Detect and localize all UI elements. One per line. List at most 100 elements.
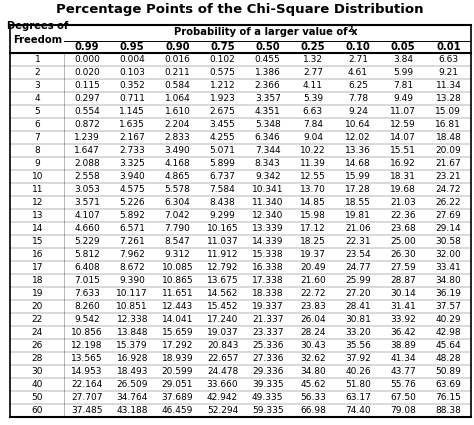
Text: 11.037: 11.037 xyxy=(207,237,238,246)
Text: 12.55: 12.55 xyxy=(300,172,326,181)
Text: 33.41: 33.41 xyxy=(436,263,461,272)
Text: 13.36: 13.36 xyxy=(345,146,371,155)
Text: 29.051: 29.051 xyxy=(162,380,193,389)
Text: 22.36: 22.36 xyxy=(391,211,416,220)
Text: 45.62: 45.62 xyxy=(300,380,326,389)
Text: 13.675: 13.675 xyxy=(207,276,238,285)
Text: 5.812: 5.812 xyxy=(74,250,100,259)
Text: 6.408: 6.408 xyxy=(74,263,100,272)
Text: 9.24: 9.24 xyxy=(348,107,368,116)
Text: 0.05: 0.05 xyxy=(391,42,416,52)
Text: 11.39: 11.39 xyxy=(300,159,326,168)
Text: 12: 12 xyxy=(32,198,43,207)
Text: 25.99: 25.99 xyxy=(345,276,371,285)
Text: 34.80: 34.80 xyxy=(300,367,326,376)
Text: 4.351: 4.351 xyxy=(255,107,281,116)
Text: 4.575: 4.575 xyxy=(119,185,145,194)
Text: 8.547: 8.547 xyxy=(164,237,190,246)
Text: 0.004: 0.004 xyxy=(119,55,145,64)
Text: 27.59: 27.59 xyxy=(391,263,416,272)
Text: 8.260: 8.260 xyxy=(74,302,100,311)
Text: 3.053: 3.053 xyxy=(74,185,100,194)
Text: 18: 18 xyxy=(32,276,43,285)
Text: 8.343: 8.343 xyxy=(255,159,281,168)
Text: 0.115: 0.115 xyxy=(74,81,100,90)
Text: 19.37: 19.37 xyxy=(300,250,326,259)
Text: 24.77: 24.77 xyxy=(345,263,371,272)
Text: 4: 4 xyxy=(35,94,40,103)
Text: 16: 16 xyxy=(32,250,43,259)
Text: 42.942: 42.942 xyxy=(207,393,238,402)
Text: 37.485: 37.485 xyxy=(71,406,103,415)
Text: 50: 50 xyxy=(32,393,43,402)
Text: 6.63: 6.63 xyxy=(303,107,323,116)
Text: 0.352: 0.352 xyxy=(119,81,145,90)
Text: 0.103: 0.103 xyxy=(119,68,145,77)
Text: 12.02: 12.02 xyxy=(345,133,371,142)
Text: 13.848: 13.848 xyxy=(117,328,148,337)
Text: 10.22: 10.22 xyxy=(300,146,326,155)
Text: 2.71: 2.71 xyxy=(348,55,368,64)
Text: 41.34: 41.34 xyxy=(391,354,416,363)
Text: 52.294: 52.294 xyxy=(207,406,238,415)
Text: 43.77: 43.77 xyxy=(391,367,416,376)
Text: 1.145: 1.145 xyxy=(119,107,145,116)
Text: 63.69: 63.69 xyxy=(436,380,461,389)
Text: 14.041: 14.041 xyxy=(162,315,193,324)
Text: 40: 40 xyxy=(32,380,43,389)
Text: 12.198: 12.198 xyxy=(71,341,103,350)
Text: 14.339: 14.339 xyxy=(252,237,283,246)
Text: 0.95: 0.95 xyxy=(120,42,145,52)
Text: 17.12: 17.12 xyxy=(300,224,326,233)
Text: 11.07: 11.07 xyxy=(390,107,416,116)
Text: 4.11: 4.11 xyxy=(303,81,323,90)
Text: 7.84: 7.84 xyxy=(303,120,323,129)
Text: 10.165: 10.165 xyxy=(207,224,238,233)
Text: 11.34: 11.34 xyxy=(436,81,461,90)
Text: 5.229: 5.229 xyxy=(74,237,100,246)
Text: 17.240: 17.240 xyxy=(207,315,238,324)
Text: 7.962: 7.962 xyxy=(119,250,145,259)
Text: 0.872: 0.872 xyxy=(74,120,100,129)
Text: 40.29: 40.29 xyxy=(436,315,461,324)
Text: 30.14: 30.14 xyxy=(391,289,416,298)
Text: 34.80: 34.80 xyxy=(436,276,461,285)
Text: 27.69: 27.69 xyxy=(436,211,461,220)
Text: 21.06: 21.06 xyxy=(345,224,371,233)
Text: 27.336: 27.336 xyxy=(252,354,283,363)
Text: 30: 30 xyxy=(32,367,43,376)
Text: 25.336: 25.336 xyxy=(252,341,283,350)
Text: 0.25: 0.25 xyxy=(301,42,325,52)
Text: 37.92: 37.92 xyxy=(345,354,371,363)
Text: 23.21: 23.21 xyxy=(436,172,461,181)
Text: 1.610: 1.610 xyxy=(164,107,191,116)
Text: 33.20: 33.20 xyxy=(345,328,371,337)
Text: 5: 5 xyxy=(35,107,40,116)
Text: 3.325: 3.325 xyxy=(119,159,145,168)
Text: 10.865: 10.865 xyxy=(162,276,193,285)
Text: 8.438: 8.438 xyxy=(210,198,236,207)
Text: 20.843: 20.843 xyxy=(207,341,238,350)
Text: 20.09: 20.09 xyxy=(436,146,461,155)
Text: 74.40: 74.40 xyxy=(345,406,371,415)
Text: 1.239: 1.239 xyxy=(74,133,100,142)
Text: 19.81: 19.81 xyxy=(345,211,371,220)
Text: 42.98: 42.98 xyxy=(436,328,461,337)
Text: 15.51: 15.51 xyxy=(390,146,416,155)
Text: 16.92: 16.92 xyxy=(391,159,416,168)
Text: 0.99: 0.99 xyxy=(75,42,100,52)
Text: 0.711: 0.711 xyxy=(119,94,145,103)
Text: 21.03: 21.03 xyxy=(391,198,416,207)
Text: 4.865: 4.865 xyxy=(164,172,190,181)
Text: 50.89: 50.89 xyxy=(436,367,461,376)
Text: 0.000: 0.000 xyxy=(74,55,100,64)
Text: 18.939: 18.939 xyxy=(162,354,193,363)
Text: 13.28: 13.28 xyxy=(436,94,461,103)
Text: 5.348: 5.348 xyxy=(255,120,281,129)
Text: 9.542: 9.542 xyxy=(74,315,100,324)
Text: 9.299: 9.299 xyxy=(210,211,236,220)
Text: 66.98: 66.98 xyxy=(300,406,326,415)
Text: 11.912: 11.912 xyxy=(207,250,238,259)
Text: 5.071: 5.071 xyxy=(210,146,236,155)
Text: 11.340: 11.340 xyxy=(252,198,283,207)
